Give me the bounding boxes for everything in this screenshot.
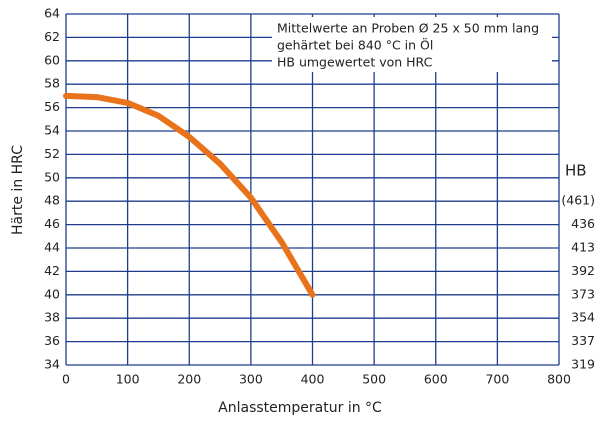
y-tick-label: 62: [44, 29, 60, 44]
x-axis-label: Anlasstemperatur in °C: [218, 400, 382, 416]
hb-tick-label: 436: [571, 216, 595, 231]
hb-tick-label: 373: [571, 286, 595, 301]
annotation: Mittelwerte an Proben Ø 25 x 50 mm lang: [277, 21, 539, 36]
y-tick-label: 54: [44, 123, 60, 138]
hb-tick-label: 319: [571, 357, 595, 372]
y-tick-label: 44: [44, 240, 60, 255]
y-tick-label: 34: [44, 357, 60, 372]
y-tick-label: 38: [44, 310, 60, 325]
y-tick-label: 46: [44, 216, 60, 231]
y-tick-label: 42: [44, 263, 60, 278]
annotation-box: [272, 17, 552, 72]
hb-tick-label: 413: [571, 240, 595, 255]
hb-title: HB: [565, 161, 587, 179]
x-tick-label: 200: [177, 372, 201, 387]
annotation: HB umgewertet von HRC: [277, 55, 433, 70]
hb-tick-label: 354: [571, 310, 595, 325]
x-tick-label: 400: [301, 372, 325, 387]
y-axis-label: Härte in HRC: [10, 145, 26, 235]
x-tick-label: 300: [239, 372, 263, 387]
hb-tick-label: 337: [571, 333, 595, 348]
hb-tick-label: 392: [571, 263, 595, 278]
y-tick-label: 48: [44, 193, 60, 208]
hb-tick-label: (461): [561, 193, 595, 208]
annotation: gehärtet bei 840 °C in Öl: [277, 37, 433, 53]
y-tick-label: 58: [44, 76, 60, 91]
y-tick-label: 40: [44, 286, 60, 301]
x-tick-label: 100: [116, 372, 140, 387]
x-tick-label: 700: [485, 372, 509, 387]
y-tick-label: 36: [44, 333, 60, 348]
y-tick-label: 52: [44, 146, 60, 161]
x-tick-label: 600: [424, 372, 448, 387]
x-tick-label: 0: [62, 372, 70, 387]
y-tick-label: 50: [44, 169, 60, 184]
x-tick-label: 800: [547, 372, 571, 387]
y-tick-label: 64: [44, 6, 60, 21]
line: [63, 92, 316, 298]
x-tick-label: 500: [362, 372, 386, 387]
y-tick-label: 60: [44, 52, 60, 67]
y-tick-label: 56: [44, 99, 60, 114]
